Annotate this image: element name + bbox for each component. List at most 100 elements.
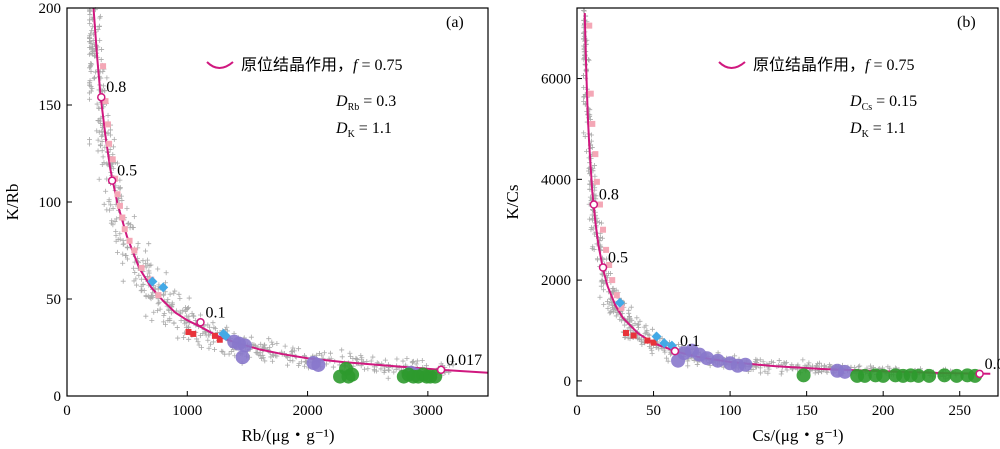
purple-circle-point: [238, 338, 253, 353]
cross-marker: [103, 188, 109, 194]
purple-circle-point: [311, 357, 326, 372]
cross-marker: [120, 241, 126, 247]
cross-marker: [824, 369, 830, 375]
cross-marker: [270, 341, 276, 347]
cross-marker: [144, 257, 150, 263]
cross-marker: [186, 295, 192, 301]
cross-marker: [87, 17, 93, 23]
cross-marker: [155, 308, 161, 314]
legend-f-b: f: [865, 57, 872, 74]
cross-marker: [381, 369, 387, 375]
purple-circle-point: [738, 357, 753, 372]
cross-marker: [589, 246, 595, 252]
cross-marker: [143, 313, 149, 319]
cross-marker: [190, 313, 196, 319]
cross-marker: [160, 292, 166, 298]
param-symbol-a2: D: [335, 120, 348, 137]
curve-marker-label: 0.1: [206, 304, 226, 321]
cross-marker: [87, 36, 93, 42]
cross-marker: [120, 278, 126, 284]
cross-marker: [146, 241, 152, 247]
cross-marker: [607, 310, 613, 316]
cross-marker: [143, 248, 149, 254]
cross-marker: [114, 160, 120, 166]
cross-marker: [296, 346, 302, 352]
x-tick-label: 0: [573, 403, 581, 419]
y-axis-label-a: K/Rb: [3, 184, 22, 221]
curve-marker-label: 0.017: [985, 356, 1000, 373]
x-tick-label: 250: [948, 403, 971, 419]
cross-marker: [226, 351, 232, 357]
cross-marker: [185, 324, 191, 330]
cross-marker: [321, 350, 327, 356]
cross-marker: [195, 339, 201, 345]
cross-marker: [268, 354, 274, 360]
cross-marker: [96, 176, 102, 182]
cross-marker: [89, 61, 95, 67]
cross-marker: [222, 351, 228, 357]
cross-marker: [581, 72, 587, 78]
cross-marker: [94, 128, 100, 134]
cross-marker: [262, 358, 268, 364]
cross-marker: [96, 129, 102, 135]
green-circle-point: [937, 368, 952, 383]
cross-marker: [117, 186, 123, 192]
x-tick-label: 100: [719, 403, 742, 419]
cross-marker: [228, 348, 234, 354]
cross-marker: [108, 202, 114, 208]
cross-marker: [592, 162, 598, 168]
pink-square-point: [114, 191, 121, 198]
cross-marker: [199, 344, 205, 350]
param-symbol-b2: D: [849, 120, 862, 137]
purple-circle-point: [837, 364, 852, 379]
cross-marker: [172, 288, 178, 294]
cross-marker: [208, 341, 214, 347]
cross-marker: [596, 219, 602, 225]
cross-marker: [350, 356, 356, 362]
cross-marker: [86, 65, 92, 71]
cross-marker: [419, 357, 425, 363]
crystallization-curve: [92, 7, 489, 374]
red-square-point: [185, 328, 192, 335]
cross-marker: [758, 370, 764, 376]
y-tick-label: 50: [46, 292, 61, 308]
cross-marker: [782, 361, 788, 367]
cross-marker: [868, 363, 874, 369]
cross-marker: [599, 220, 605, 226]
cross-marker: [254, 350, 260, 356]
cross-marker: [99, 161, 105, 167]
legend-value-a: = 0.75: [357, 57, 402, 74]
cross-marker: [149, 317, 155, 323]
red-square-point: [211, 332, 218, 339]
cross-marker: [131, 278, 137, 284]
green-circle-point: [345, 367, 360, 382]
pink-square-point: [593, 178, 600, 185]
svg-text:原位结晶作用，f = 0.75: 原位结晶作用，f = 0.75: [753, 55, 915, 74]
cross-marker: [92, 75, 98, 81]
cross-marker: [99, 128, 105, 134]
cross-marker: [163, 280, 169, 286]
curve-marker-label: 0.1: [680, 333, 700, 350]
cross-marker: [113, 228, 119, 234]
cross-marker: [139, 287, 145, 293]
cross-marker: [145, 273, 151, 279]
cross-marker: [776, 357, 782, 363]
y-tick-label: 2000: [541, 273, 571, 289]
cross-marker: [88, 84, 94, 90]
cross-marker: [140, 281, 146, 287]
green-circle-point: [949, 368, 964, 383]
cross-marker: [766, 366, 772, 372]
cross-marker: [760, 359, 766, 365]
param-symbol-a1: D: [335, 93, 348, 110]
cross-marker: [167, 291, 173, 297]
pink-square-point: [596, 201, 603, 208]
cross-marker: [632, 320, 638, 326]
cross-marker: [595, 257, 601, 263]
cross-marker: [102, 88, 108, 94]
cross-marker: [138, 288, 144, 294]
open-circle-marker: [589, 200, 599, 209]
cross-marker: [347, 350, 353, 356]
cross-marker: [634, 315, 640, 321]
cross-marker: [626, 313, 632, 319]
cross-marker: [589, 144, 595, 150]
